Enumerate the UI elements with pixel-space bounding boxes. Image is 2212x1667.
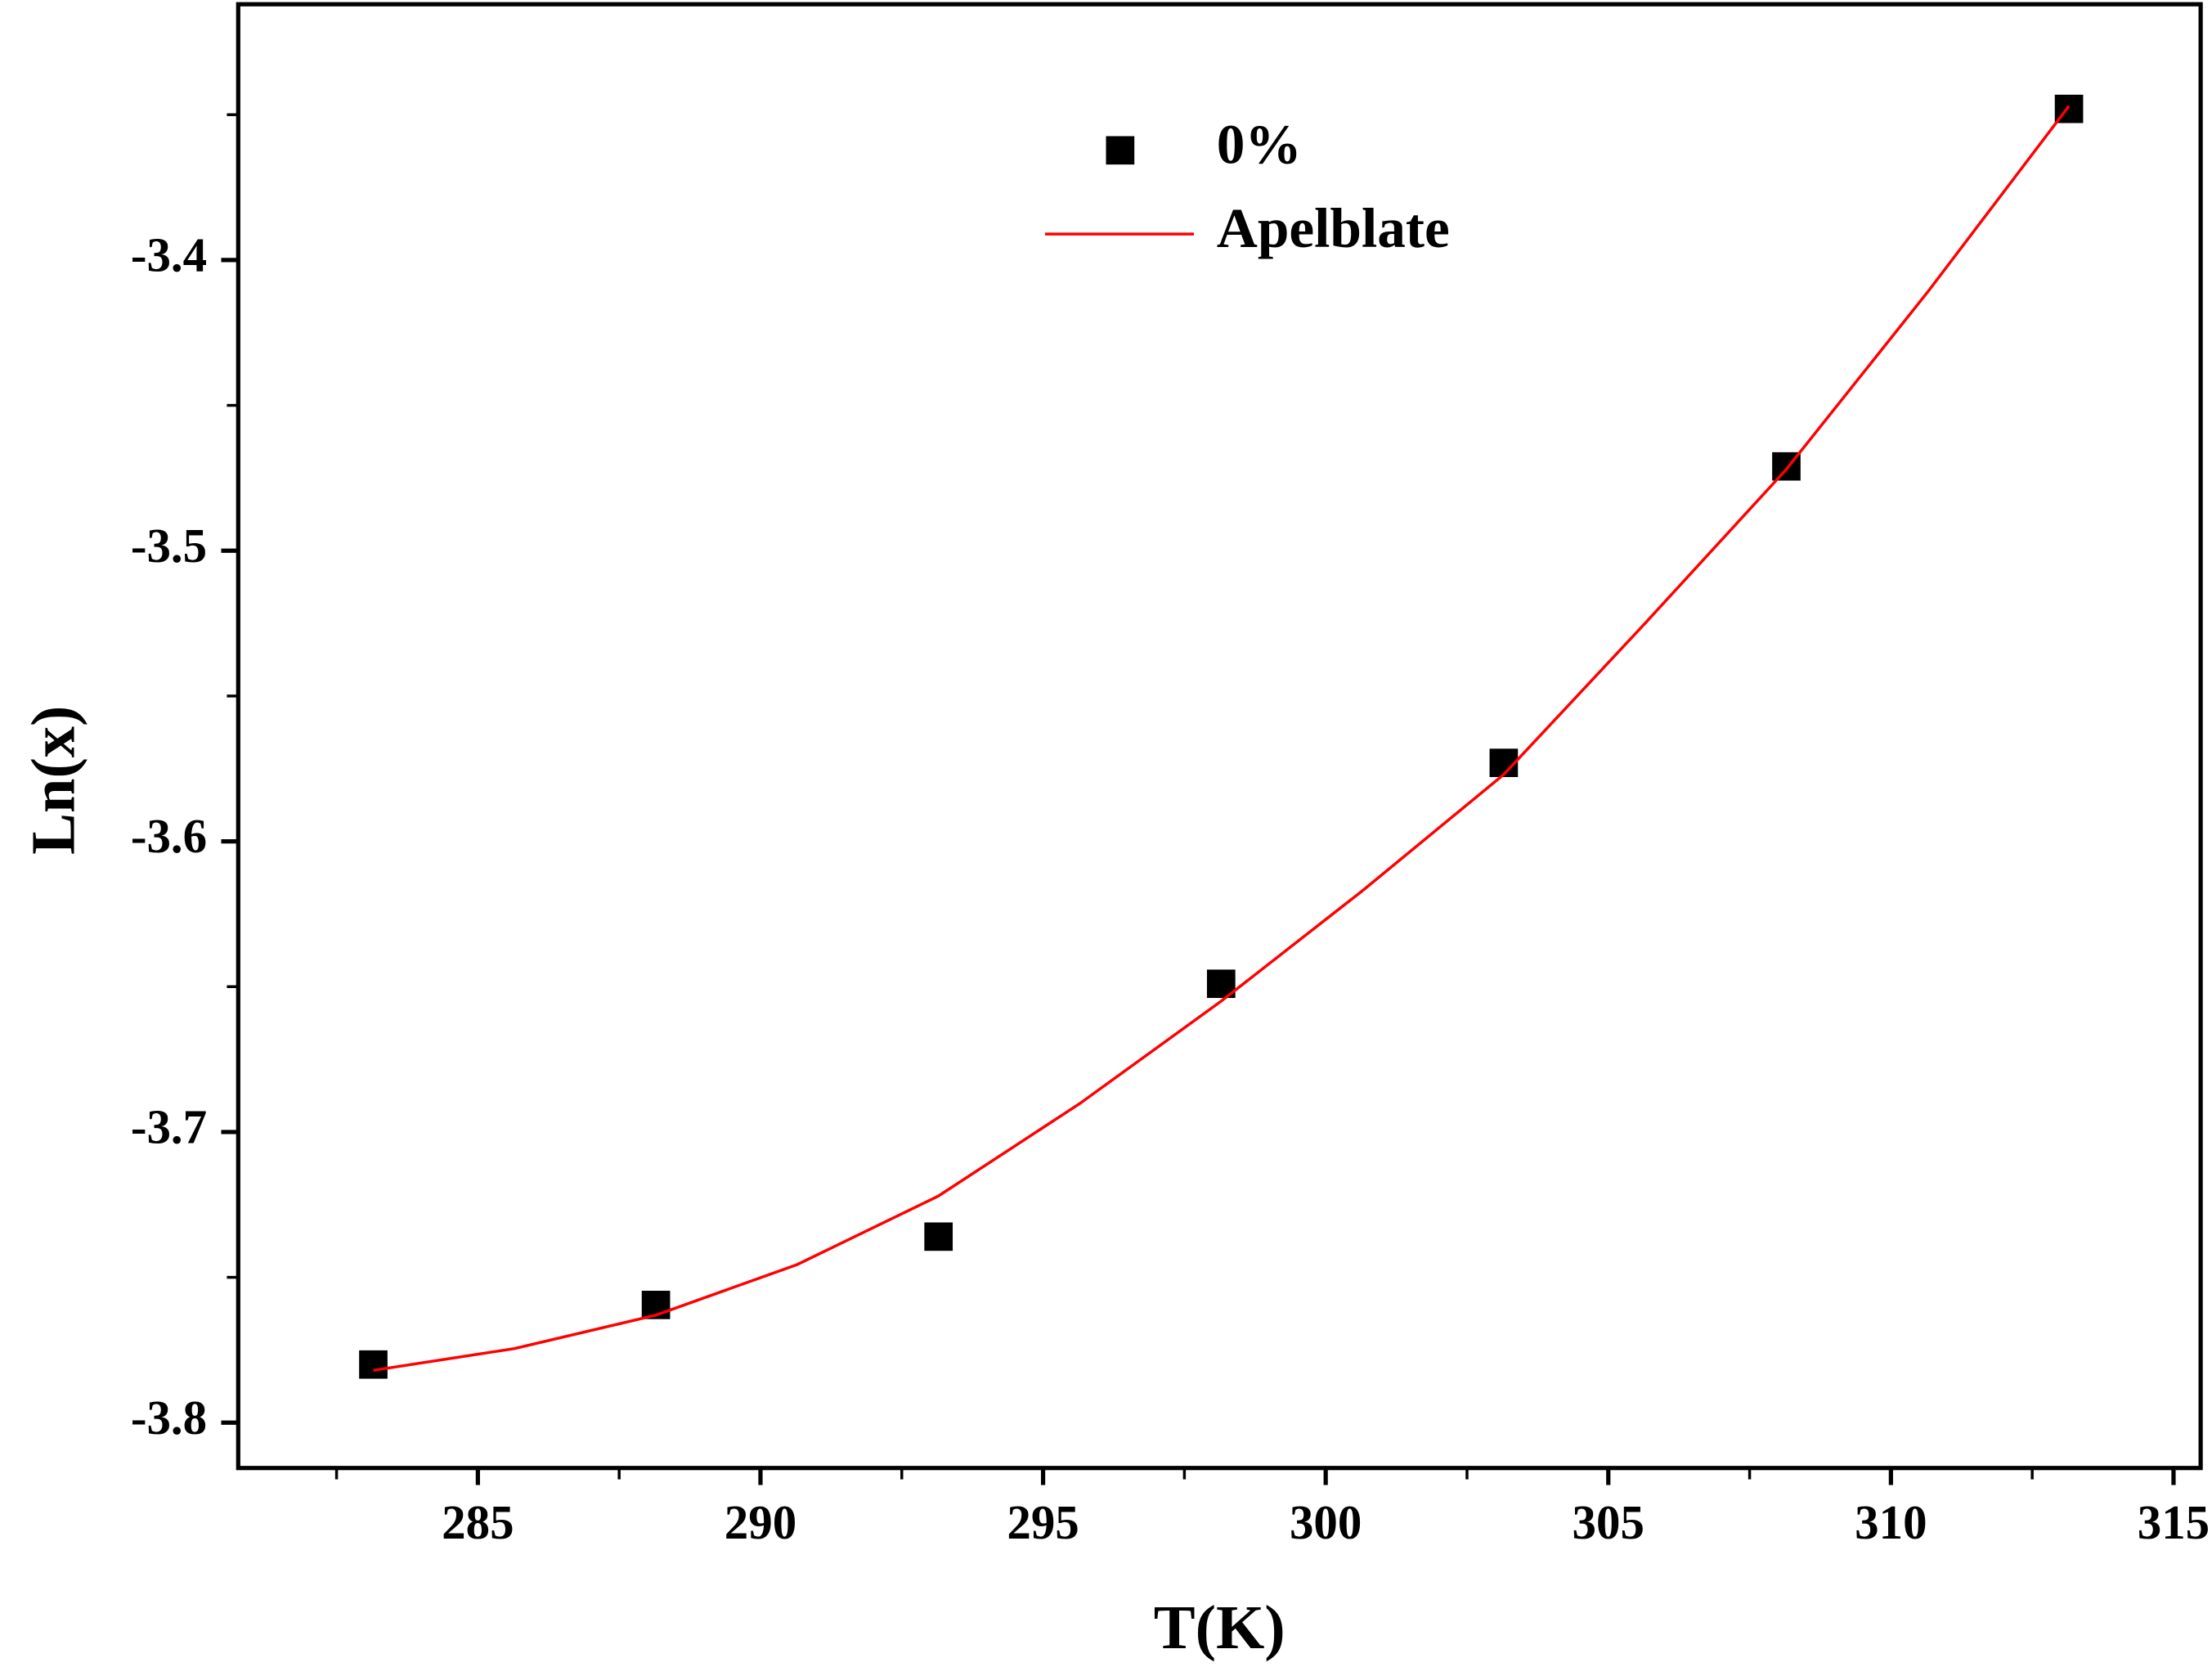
data-point: [359, 1350, 388, 1379]
x-tick-label: 300: [1290, 1495, 1362, 1549]
y-tick-label: -3.6: [131, 809, 207, 863]
x-tick-label: 285: [442, 1495, 514, 1549]
x-tick-label: 315: [2138, 1495, 2210, 1549]
x-tick-label: 290: [725, 1495, 796, 1549]
legend-marker: [1106, 136, 1135, 165]
y-tick-label: -3.5: [131, 519, 207, 573]
data-point: [924, 1222, 953, 1251]
y-tick-label: -3.4: [131, 227, 207, 281]
y-axis-label: Ln(x): [18, 706, 87, 855]
x-tick-label: 295: [1007, 1495, 1079, 1549]
y-tick-label: -3.8: [131, 1391, 207, 1445]
legend-label: 0%: [1217, 114, 1302, 177]
y-tick-label: -3.7: [131, 1099, 207, 1153]
x-tick-label: 310: [1855, 1495, 1927, 1549]
plot-frame: [236, 2, 2203, 1471]
x-axis-label: T(K): [1154, 1593, 1285, 1662]
fit-line: [373, 105, 2071, 1373]
legend-label: Apelblate: [1217, 197, 1450, 260]
x-tick-label: 305: [1573, 1495, 1644, 1549]
